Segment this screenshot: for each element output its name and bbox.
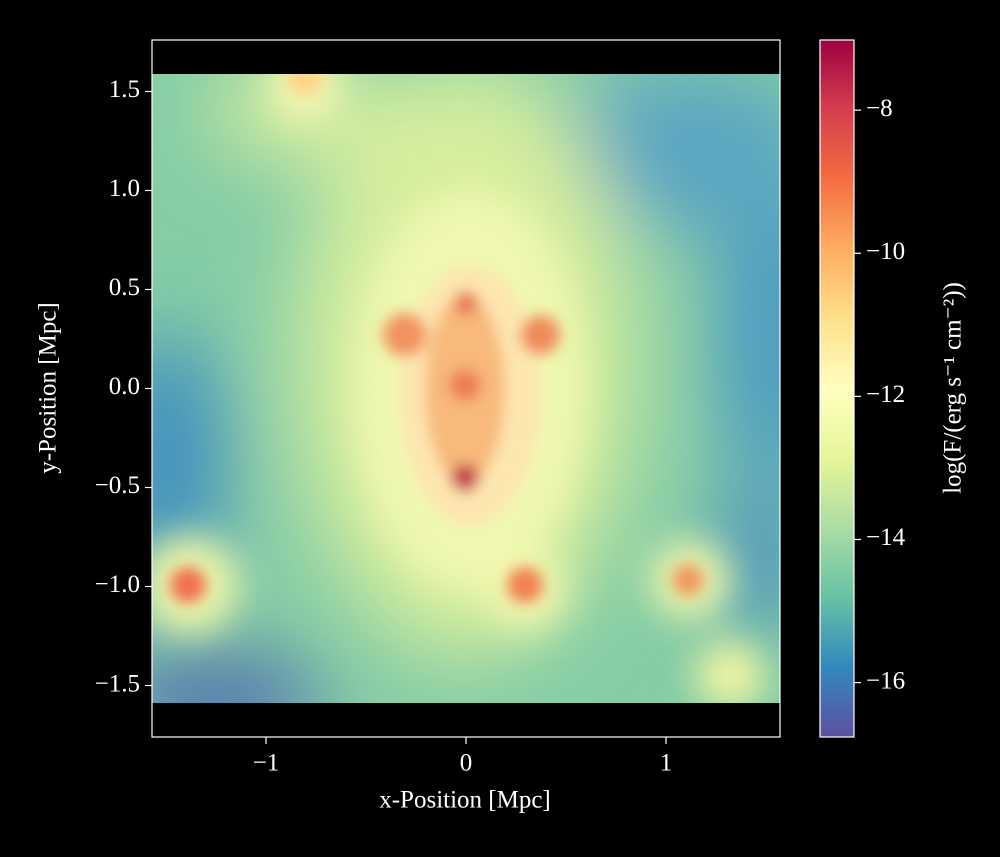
colorbar-tick-label: −8: [866, 95, 893, 122]
y-tick-label: 0.0: [109, 373, 140, 400]
x-tick-label: 0: [460, 750, 473, 777]
colorbar-tick-label: −16: [866, 667, 905, 694]
x-axis-label: x-Position [Mpc]: [379, 787, 551, 814]
y-tick-label: −0.5: [95, 472, 140, 499]
y-tick-label: 1.5: [109, 76, 140, 103]
colorbar-tick-label: −12: [866, 381, 905, 408]
x-tick-label: −1: [253, 750, 280, 777]
colorbar-tick-label: −10: [866, 238, 905, 265]
colorbar: [819, 39, 855, 738]
colorbar-label: log(F/(erg s⁻¹ cm⁻²)): [940, 282, 967, 494]
x-tick-label: 1: [660, 750, 673, 777]
y-tick-label: −1.5: [95, 670, 140, 697]
y-tick-label: −1.0: [95, 571, 140, 598]
y-tick-label: 0.5: [109, 274, 140, 301]
y-axis-label: y-Position [Mpc]: [35, 302, 62, 474]
colorbar-tick-label: −14: [866, 524, 906, 551]
intensity-image: [152, 74, 780, 703]
y-tick-label: 1.0: [109, 175, 140, 202]
